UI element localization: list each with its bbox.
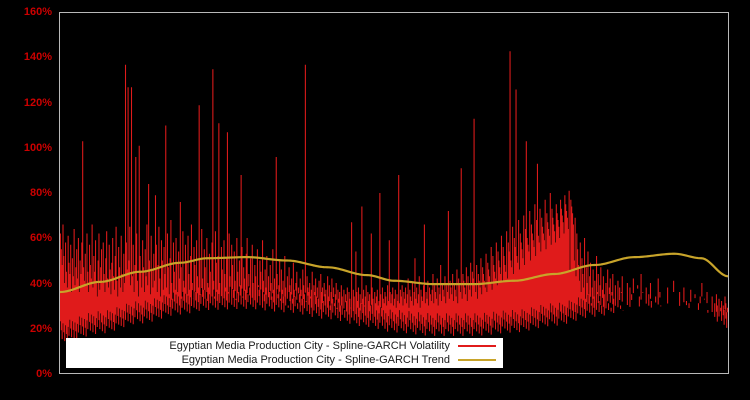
y-axis-tick-20: 20% bbox=[29, 322, 52, 335]
y-axis-tick-0: 0% bbox=[36, 368, 52, 380]
y-axis-tick-120: 120% bbox=[23, 96, 52, 109]
y-axis-tick-160: 160% bbox=[23, 6, 52, 18]
legend-item-1[interactable]: Egyptian Media Production City - Spline-… bbox=[67, 353, 502, 367]
trend-series bbox=[60, 252, 728, 294]
legend-item-label: Egyptian Media Production City - Spline-… bbox=[181, 354, 450, 366]
y-axis-tick-100: 100% bbox=[23, 141, 52, 154]
y-axis-tick-140: 140% bbox=[23, 51, 52, 64]
volatility-spikes bbox=[60, 51, 728, 343]
legend-color-swatch bbox=[458, 345, 496, 347]
y-axis-tick-40: 40% bbox=[29, 277, 52, 290]
plot-area bbox=[59, 12, 729, 374]
legend-color-swatch bbox=[458, 359, 496, 361]
legend-item-0[interactable]: Egyptian Media Production City - Spline-… bbox=[67, 339, 502, 353]
volatility-series bbox=[60, 51, 728, 343]
y-axis-tick-80: 80% bbox=[29, 187, 52, 199]
legend-item-label: Egyptian Media Production City - Spline-… bbox=[169, 340, 450, 352]
chart-canvas bbox=[60, 51, 728, 343]
chart-legend: Egyptian Media Production City - Spline-… bbox=[66, 338, 503, 368]
y-axis-tick-60: 60% bbox=[29, 232, 52, 245]
